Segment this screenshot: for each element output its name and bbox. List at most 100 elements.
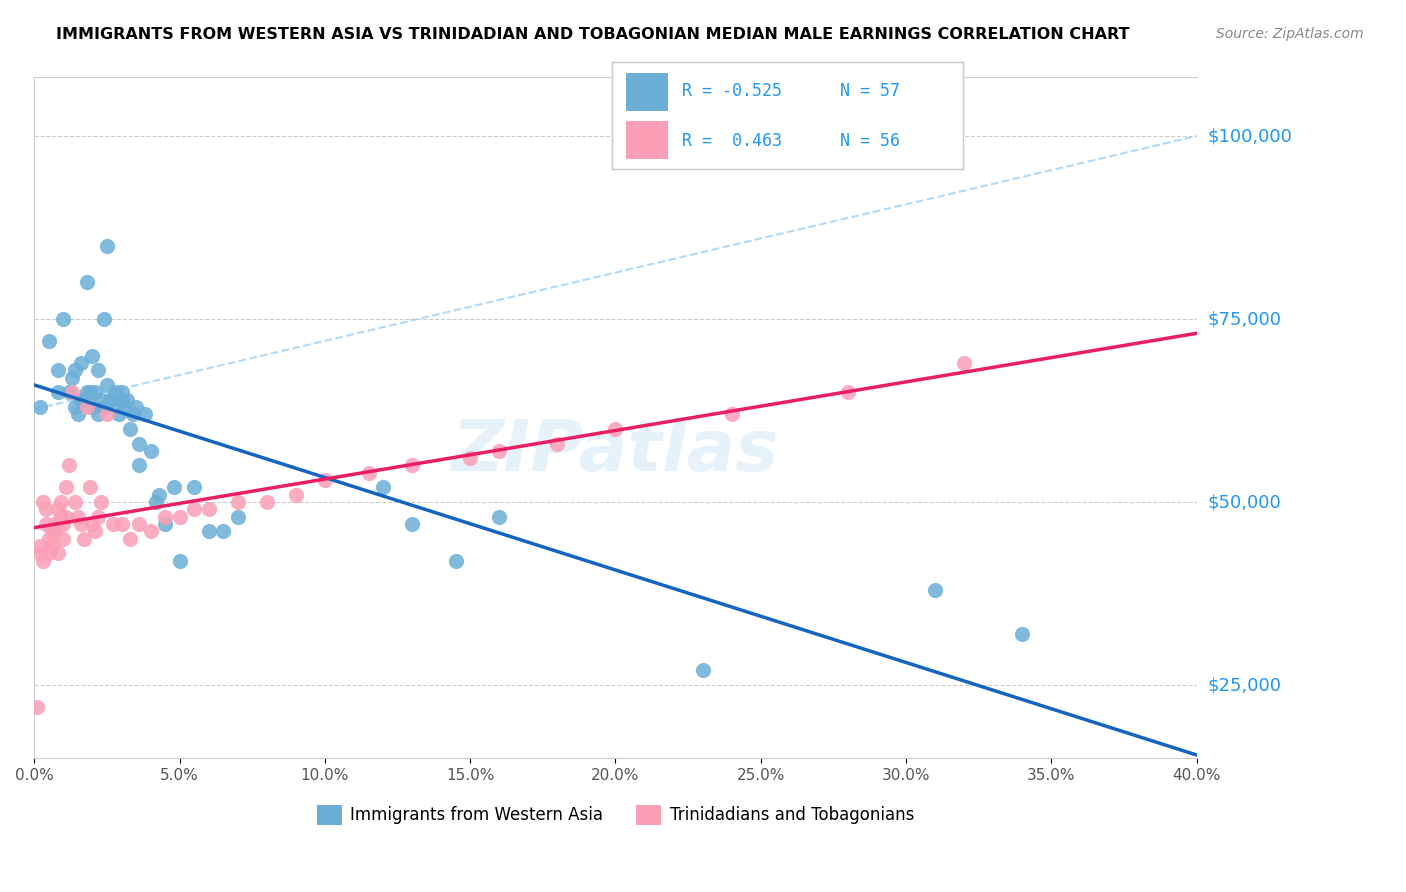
Point	[197, 502, 219, 516]
Text: N = 56: N = 56	[841, 132, 900, 150]
Point	[63, 363, 86, 377]
Point	[76, 385, 98, 400]
Text: N = 57: N = 57	[841, 82, 900, 100]
Point	[35, 516, 58, 531]
Point	[79, 385, 101, 400]
Point	[145, 495, 167, 509]
Point	[66, 509, 89, 524]
Point	[32, 554, 55, 568]
Point	[444, 554, 467, 568]
Point	[87, 407, 110, 421]
Point	[46, 502, 69, 516]
Point	[84, 385, 107, 400]
Point	[720, 407, 742, 421]
Point	[82, 349, 104, 363]
Point	[1011, 627, 1033, 641]
Point	[314, 473, 336, 487]
Point	[110, 392, 132, 407]
Point	[169, 509, 191, 524]
Point	[82, 516, 104, 531]
Point	[60, 385, 83, 400]
Point	[46, 546, 69, 560]
Point	[488, 509, 510, 524]
Point	[87, 363, 110, 377]
Point	[110, 516, 132, 531]
Text: IMMIGRANTS FROM WESTERN ASIA VS TRINIDADIAN AND TOBAGONIAN MEDIAN MALE EARNINGS : IMMIGRANTS FROM WESTERN ASIA VS TRINIDAD…	[56, 27, 1130, 42]
Point	[82, 400, 104, 414]
Text: Source: ZipAtlas.com: Source: ZipAtlas.com	[1216, 27, 1364, 41]
Point	[87, 509, 110, 524]
Text: $25,000: $25,000	[1208, 676, 1282, 694]
Point	[120, 532, 142, 546]
Point	[120, 422, 142, 436]
Point	[76, 400, 98, 414]
Point	[148, 488, 170, 502]
Point	[128, 436, 150, 450]
Point	[110, 385, 132, 400]
Point	[546, 436, 568, 450]
Point	[197, 524, 219, 539]
Point	[73, 392, 96, 407]
Point	[32, 495, 55, 509]
Point	[35, 502, 58, 516]
Point	[58, 458, 80, 473]
Point	[44, 516, 66, 531]
Point	[128, 516, 150, 531]
Point	[284, 488, 307, 502]
Point	[837, 385, 859, 400]
Point	[122, 407, 145, 421]
Point	[93, 400, 115, 414]
Point	[101, 392, 124, 407]
Point	[104, 385, 127, 400]
Text: $75,000: $75,000	[1208, 310, 1282, 328]
Point	[70, 516, 93, 531]
Point	[924, 582, 946, 597]
Point	[38, 334, 60, 348]
Point	[30, 400, 52, 414]
Point	[76, 276, 98, 290]
FancyBboxPatch shape	[626, 121, 668, 159]
Point	[96, 239, 118, 253]
Point	[183, 502, 205, 516]
Point	[41, 524, 63, 539]
Point	[153, 509, 176, 524]
Point	[357, 466, 380, 480]
Point	[107, 407, 129, 421]
Point	[63, 495, 86, 509]
Point	[134, 407, 156, 421]
Point	[38, 532, 60, 546]
Point	[139, 524, 162, 539]
Point	[458, 451, 481, 466]
FancyBboxPatch shape	[626, 73, 668, 111]
Point	[212, 524, 235, 539]
Point	[153, 516, 176, 531]
Point	[169, 554, 191, 568]
Point	[401, 516, 423, 531]
Point	[30, 546, 52, 560]
Text: ZIPatlas: ZIPatlas	[451, 417, 779, 486]
Point	[84, 524, 107, 539]
Point	[114, 400, 136, 414]
Point	[101, 516, 124, 531]
Point	[96, 407, 118, 421]
Point	[46, 363, 69, 377]
Point	[55, 509, 77, 524]
Point	[70, 392, 93, 407]
Point	[139, 443, 162, 458]
Point	[371, 480, 394, 494]
Point	[488, 443, 510, 458]
Point	[52, 532, 75, 546]
Point	[52, 516, 75, 531]
Point	[401, 458, 423, 473]
Point	[44, 524, 66, 539]
Point	[70, 356, 93, 370]
Legend: Immigrants from Western Asia, Trinidadians and Tobagonians: Immigrants from Western Asia, Trinidadia…	[311, 798, 921, 831]
Point	[55, 480, 77, 494]
Point	[79, 480, 101, 494]
Point	[63, 400, 86, 414]
Point	[117, 392, 139, 407]
Point	[30, 539, 52, 553]
Point	[128, 458, 150, 473]
Point	[41, 539, 63, 553]
Point	[953, 356, 976, 370]
